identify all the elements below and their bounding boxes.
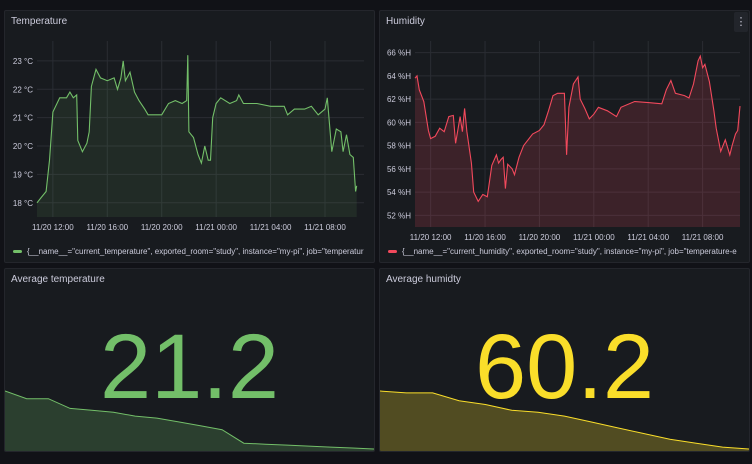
y-tick-label: 54 %H (387, 188, 411, 197)
humidity-panel: Humidity ⋮ 52 %H 54 %H 56 %H 58 %H 60 %H 62 %… (379, 10, 750, 263)
y-tick-label: 21 °C (13, 114, 33, 123)
panel-title: Humidity (386, 16, 425, 27)
series-area (37, 55, 357, 218)
x-tick-label: 11/20 16:00 (464, 233, 506, 242)
x-tick-label: 11/21 04:00 (627, 233, 669, 242)
series-swatch (13, 250, 22, 254)
y-tick-label: 66 %H (387, 49, 411, 58)
sparkline-line (5, 390, 374, 450)
panel-title: Temperature (11, 16, 68, 27)
average-temperature-panel: Average temperature 21.2 (4, 268, 375, 452)
x-tick-label: 11/21 00:00 (195, 223, 237, 232)
y-tick-label: 23 °C (13, 57, 33, 66)
sparkline (380, 390, 749, 451)
y-tick-label: 58 %H (387, 142, 411, 151)
x-tick-label: 11/20 16:00 (86, 223, 128, 232)
sparkline-line (380, 390, 749, 450)
series-area (415, 56, 740, 227)
x-tick-label: 11/21 00:00 (573, 233, 615, 242)
temperature-panel: Temperature 18 °C 19 °C 20 °C 21 °C 22 °C 23 … (4, 10, 375, 263)
y-tick-label: 60 %H (387, 118, 411, 127)
x-tick-label: 11/21 08:00 (682, 233, 724, 242)
y-tick-label: 52 %H (387, 211, 411, 220)
y-tick-label: 18 °C (13, 199, 33, 208)
panel-title: Average humidty (386, 274, 461, 285)
sparkline-area (5, 391, 374, 451)
stat-value: 60.2 (474, 316, 655, 418)
x-tick-label: 11/20 20:00 (519, 233, 561, 242)
y-tick-label: 56 %H (387, 165, 411, 174)
y-tick-label: 64 %H (387, 72, 411, 81)
temperature-chart[interactable]: 18 °C 19 °C 20 °C 21 °C 22 °C 23 °C 11/20 12:0… (5, 11, 376, 264)
x-tick-label: 11/20 20:00 (141, 223, 183, 232)
legend-label: {__name__="current_temperature", exporte… (27, 247, 364, 256)
y-tick-label: 62 %H (387, 95, 411, 104)
y-tick-label: 22 °C (13, 85, 33, 94)
series-line (414, 54, 741, 203)
y-tick-label: 20 °C (13, 142, 33, 151)
x-tick-label: 11/20 12:00 (410, 233, 452, 242)
legend-label: {__name__="current_humidity", exported_r… (402, 247, 737, 256)
legend-item[interactable]: {__name__="current_temperature", exporte… (13, 247, 368, 256)
kebab-menu-icon[interactable]: ⋮ (734, 12, 748, 32)
x-tick-label: 11/20 12:00 (32, 223, 74, 232)
humidity-chart[interactable]: 52 %H 54 %H 56 %H 58 %H 60 %H 62 %H 64 %H 66 %H… (380, 11, 751, 264)
stat-value: 21.2 (99, 316, 280, 418)
x-tick-label: 11/21 08:00 (304, 223, 346, 232)
x-tick-label: 11/21 04:00 (250, 223, 292, 232)
panel-title: Average temperature (11, 274, 105, 285)
y-tick-label: 19 °C (13, 170, 33, 179)
average-humidity-panel: Average humidty 60.2 (379, 268, 750, 452)
series-line (36, 55, 358, 204)
sparkline-area (380, 391, 749, 451)
sparkline (5, 390, 374, 451)
series-swatch (388, 250, 397, 254)
legend-item[interactable]: {__name__="current_humidity", exported_r… (388, 247, 743, 256)
